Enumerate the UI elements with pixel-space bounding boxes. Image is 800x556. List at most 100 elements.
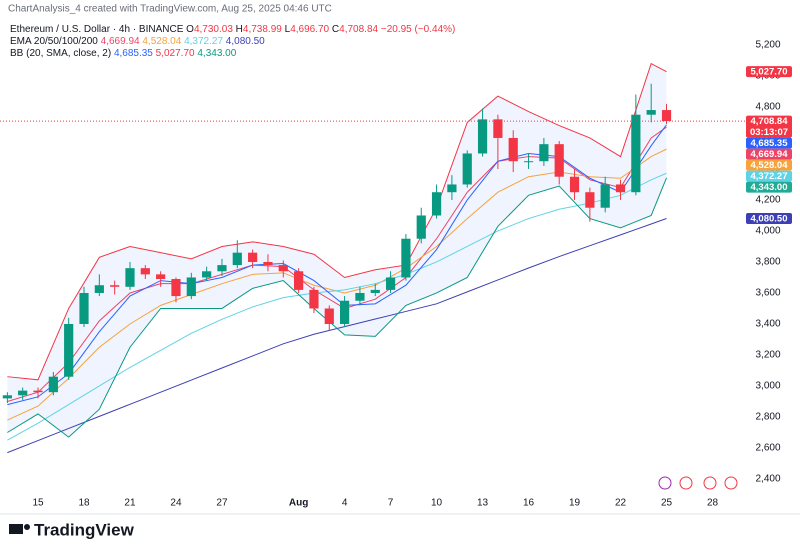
bb-title: BB (20, SMA, close, 2) (10, 48, 111, 59)
ohlc-label: H (236, 24, 243, 35)
x-tick-label: 25 (661, 498, 673, 509)
indicator-line (7, 172, 667, 441)
candle-body (493, 119, 503, 138)
legend-line: BB (20, SMA, close, 2) 4,685.35 5,027.70… (10, 48, 237, 59)
x-tick-label: 19 (569, 498, 581, 509)
candle-body (401, 238, 411, 278)
candle-body (600, 184, 610, 208)
price-tag-label: 5,027.70 (751, 67, 788, 78)
x-tick-label: 13 (477, 498, 489, 509)
candle-body (33, 390, 43, 393)
bb-value: 4,343.00 (197, 48, 236, 59)
candle-body (171, 279, 181, 297)
x-tick-label: 18 (78, 498, 90, 509)
x-tick-label: 4 (342, 498, 348, 509)
price-tag-label: 4,080.50 (751, 214, 788, 225)
y-tick-label: 3,600 (755, 288, 780, 299)
legend-line: Ethereum / U.S. Dollar · 4h · BINANCE O4… (10, 24, 455, 35)
candle-body (324, 308, 334, 324)
candle-body (554, 144, 564, 177)
event-icon[interactable] (658, 476, 672, 490)
price-tag-label: 4,372.27 (751, 171, 788, 182)
x-tick-label: 21 (124, 498, 136, 509)
x-tick-label: 24 (170, 498, 182, 509)
y-tick-label: 5,200 (755, 40, 780, 51)
candle-body (539, 144, 549, 162)
ohlc-label: C (332, 24, 339, 35)
indicator-line (7, 62, 667, 381)
price-tag-label: 4,528.04 (751, 160, 789, 171)
candle-body (217, 265, 227, 272)
candle-body (431, 192, 442, 216)
price-tag (746, 148, 792, 160)
bb-fill (7, 63, 667, 438)
countdown: 03:13:07 (750, 127, 788, 138)
plot-area (0, 62, 745, 454)
candle-body (462, 153, 472, 185)
candle-body (646, 110, 656, 115)
candle-body (263, 261, 273, 266)
price-tag (746, 212, 792, 224)
change: −20.95 (−0.44%) (381, 24, 456, 35)
bb-value: 5,027.70 (156, 48, 195, 59)
x-tick-label: 10 (431, 498, 443, 509)
price-tag-label: 4,708.84 (751, 116, 789, 127)
y-tick-label: 2,800 (755, 412, 780, 423)
candle-body (615, 184, 626, 193)
y-tick-label: 2,400 (755, 474, 780, 485)
ohlc-value: 4,708.84 (339, 24, 378, 35)
candle-body (294, 271, 304, 290)
y-tick-label: 4,000 (755, 226, 780, 237)
candle-body (2, 395, 12, 399)
ohlc-value: 4,730.03 (194, 24, 233, 35)
x-tick-label: 27 (216, 498, 228, 509)
candle-body (631, 114, 641, 193)
price-tag (746, 66, 792, 78)
y-tick-label: 3,800 (755, 257, 780, 268)
indicator-line (7, 177, 667, 438)
ema-value: 4,080.50 (226, 36, 265, 47)
brand: TradingView (34, 520, 135, 539)
candle-body (186, 277, 196, 297)
candle-body (416, 215, 426, 239)
ema-value: 4,669.94 (101, 36, 140, 47)
legend-line: EMA 20/50/100/200 4,669.94 4,528.04 4,37… (10, 36, 265, 47)
candle-body (140, 268, 150, 275)
candle-body (110, 285, 120, 287)
candle-body (585, 192, 595, 208)
event-icons (658, 476, 738, 490)
symbol: Ethereum / U.S. Dollar · 4h · BINANCE (10, 24, 184, 35)
ohlc-label: L (285, 24, 291, 35)
candle-body (94, 285, 104, 293)
y-tick-label: 4,800 (755, 102, 780, 113)
ema-value: 4,372.27 (184, 36, 223, 47)
candle-body (232, 252, 242, 266)
price-tag (746, 137, 792, 149)
price-tag (746, 115, 792, 138)
candle-body (64, 323, 74, 377)
candle-body (508, 137, 518, 162)
ohlc-value: 4,696.70 (290, 24, 329, 35)
price-tag-label: 4,343.00 (751, 182, 788, 193)
indicator-line (7, 148, 667, 421)
candle-body (125, 268, 135, 287)
candle-body (477, 119, 488, 154)
x-tick-label: 22 (615, 498, 627, 509)
price-tag (746, 181, 792, 193)
candle-body (355, 292, 365, 301)
candle-body (661, 110, 672, 122)
ema-value: 4,528.04 (142, 36, 181, 47)
event-icon[interactable] (724, 476, 738, 490)
logo-mark (9, 524, 23, 534)
candle-body (79, 292, 89, 324)
event-icon[interactable] (679, 476, 693, 490)
candle-body (523, 161, 534, 163)
logo: TradingView (9, 520, 135, 539)
candle-body (569, 176, 580, 193)
y-tick-label: 2,600 (755, 443, 780, 454)
event-icon[interactable] (703, 476, 717, 490)
header: ChartAnalysis_4 created with TradingView… (8, 4, 332, 15)
x-tick-label: 28 (707, 498, 719, 509)
x-tick-label: Aug (289, 498, 308, 509)
